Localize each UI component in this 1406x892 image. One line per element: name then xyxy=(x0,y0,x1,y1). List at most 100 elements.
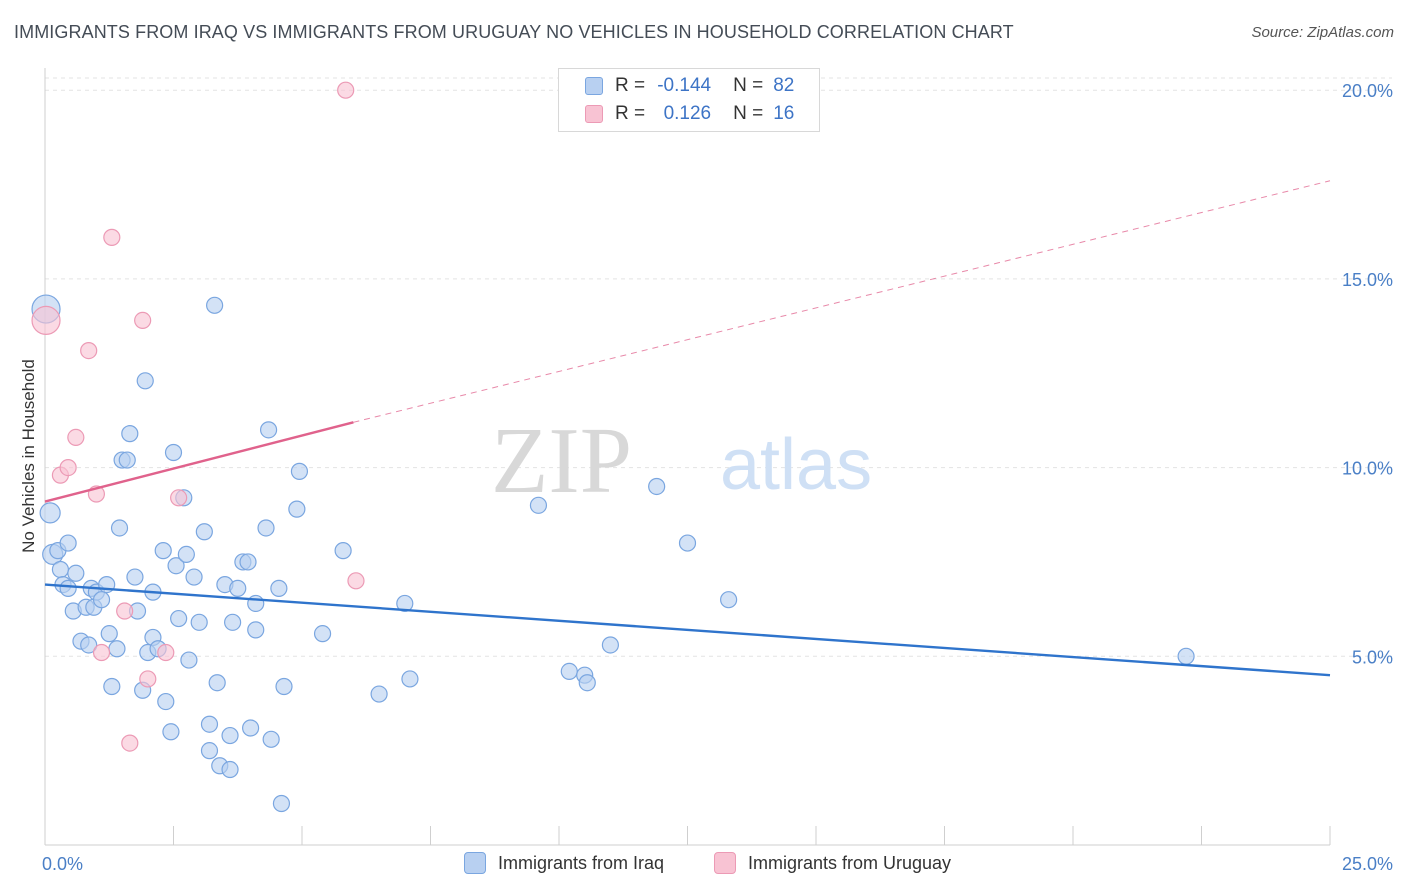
iraq-point-36 xyxy=(164,443,183,462)
iraq-point-19 xyxy=(103,677,121,696)
trend-line-uruguay xyxy=(44,421,354,503)
iraq-point-52 xyxy=(221,726,239,745)
x-tick-labels: 0.0% 25.0% xyxy=(42,854,1393,874)
series-legend-swatch-uruguay xyxy=(714,852,736,874)
iraq-point-46 xyxy=(200,742,219,760)
iraq-point-4 xyxy=(51,560,70,579)
axes xyxy=(44,68,1331,846)
uruguay-point-13 xyxy=(170,489,188,507)
iraq-point-74 xyxy=(560,662,578,680)
iraq-point-9 xyxy=(67,564,85,582)
series-iraq-points xyxy=(31,294,1195,813)
iraq-point-21 xyxy=(110,519,129,537)
iraq-point-51 xyxy=(221,760,239,779)
series-legend-uruguay: Immigrants from Uruguay xyxy=(714,852,951,874)
iraq-point-79 xyxy=(678,534,697,552)
iraq-point-73 xyxy=(529,496,548,514)
iraq-point-24 xyxy=(121,425,139,443)
legend-swatch-uruguay xyxy=(585,105,603,123)
iraq-point-65 xyxy=(275,677,293,696)
iraq-point-44 xyxy=(195,523,213,541)
iraq-point-64 xyxy=(272,794,291,813)
iraq-point-53 xyxy=(224,613,242,631)
legend-row-uruguay: R = 0.126 N = 16 xyxy=(585,101,794,127)
legend-r-label: R = xyxy=(615,103,646,124)
uruguay-point-8 xyxy=(116,602,134,620)
iraq-point-67 xyxy=(290,462,309,480)
x-tick-label-1: 25.0% xyxy=(1342,854,1393,874)
uruguay-point-11 xyxy=(139,670,157,688)
series-legend-label-uruguay: Immigrants from Uruguay xyxy=(748,852,952,873)
trend-lines xyxy=(44,180,1331,677)
iraq-point-57 xyxy=(242,719,260,737)
iraq-point-68 xyxy=(313,625,332,643)
iraq-point-61 xyxy=(259,421,278,439)
series-legend: Immigrants from Iraq Immigrants from Uru… xyxy=(0,852,1406,878)
series-legend-swatch-iraq xyxy=(464,852,486,874)
uruguay-point-3 xyxy=(67,428,85,447)
iraq-point-35 xyxy=(162,723,180,741)
uruguay-point-6 xyxy=(92,643,111,662)
uruguay-point-10 xyxy=(134,311,152,330)
iraq-point-70 xyxy=(370,685,388,703)
uruguay-point-2 xyxy=(59,458,77,477)
iraq-point-28 xyxy=(136,372,154,390)
iraq-point-80 xyxy=(720,591,738,609)
chart-title: IMMIGRANTS FROM IRAQ VS IMMIGRANTS FROM … xyxy=(14,22,1014,42)
y-tick-label-2: 15.0% xyxy=(1342,270,1393,290)
iraq-point-6 xyxy=(59,534,77,552)
uruguay-point-4 xyxy=(80,342,98,360)
watermark-atlas: atlas xyxy=(720,425,872,505)
iraq-point-33 xyxy=(154,542,172,560)
legend-row-iraq: R = -0.144 N = 82 xyxy=(585,73,794,99)
uruguay-point-14 xyxy=(347,572,365,590)
trend-line-iraq xyxy=(44,583,1331,677)
y-tick-label-0: 5.0% xyxy=(1352,647,1393,667)
legend-r-value-iraq: -0.144 xyxy=(657,75,712,96)
iraq-point-7 xyxy=(59,579,77,597)
source-label: Source: ZipAtlas.com xyxy=(1251,24,1394,41)
iraq-point-71 xyxy=(396,594,414,613)
iraq-point-43 xyxy=(190,613,208,631)
y-tick-labels: 5.0% 10.0% 15.0% 20.0% xyxy=(1342,81,1393,667)
uruguay-point-15 xyxy=(337,81,355,99)
series-legend-label-iraq: Immigrants from Iraq xyxy=(498,852,665,873)
iraq-point-18 xyxy=(100,625,118,643)
legend-swatch-iraq xyxy=(585,77,603,95)
legend-n-value-uruguay: 16 xyxy=(773,103,795,124)
legend-r-value-uruguay: 0.126 xyxy=(663,103,712,124)
series-uruguay-points xyxy=(31,81,365,752)
y-tick-label-1: 10.0% xyxy=(1342,459,1393,479)
iraq-point-47 xyxy=(206,296,224,314)
iraq-point-25 xyxy=(126,568,144,586)
iraq-point-78 xyxy=(648,477,666,496)
legend-n-value-iraq: 82 xyxy=(773,75,795,96)
iraq-point-16 xyxy=(92,591,111,609)
iraq-point-20 xyxy=(108,640,126,658)
iraq-point-62 xyxy=(262,730,280,748)
uruguay-point-9 xyxy=(121,734,139,752)
iraq-point-38 xyxy=(170,609,188,628)
iraq-point-23 xyxy=(118,451,136,469)
uruguay-point-12 xyxy=(157,643,175,662)
legend-r-label: R = xyxy=(615,75,646,96)
y-tick-label-3: 20.0% xyxy=(1342,81,1393,101)
iraq-point-41 xyxy=(180,651,198,669)
iraq-point-1 xyxy=(39,502,61,524)
iraq-point-59 xyxy=(247,621,265,639)
uruguay-point-0 xyxy=(31,305,61,336)
iraq-point-54 xyxy=(229,579,247,597)
stats-legend: R = -0.144 N = 82 R = 0.126 N = 16 xyxy=(558,68,820,132)
series-legend-iraq: Immigrants from Iraq xyxy=(464,852,664,874)
iraq-point-56 xyxy=(239,553,257,571)
iraq-point-81 xyxy=(1177,647,1195,665)
iraq-point-60 xyxy=(257,519,275,537)
iraq-point-72 xyxy=(401,670,419,688)
iraq-point-66 xyxy=(288,500,306,518)
legend-n-label: N = xyxy=(733,103,764,124)
iraq-point-40 xyxy=(177,545,195,563)
uruguay-point-7 xyxy=(103,228,121,246)
iraq-point-34 xyxy=(157,692,175,711)
iraq-point-76 xyxy=(578,674,596,692)
